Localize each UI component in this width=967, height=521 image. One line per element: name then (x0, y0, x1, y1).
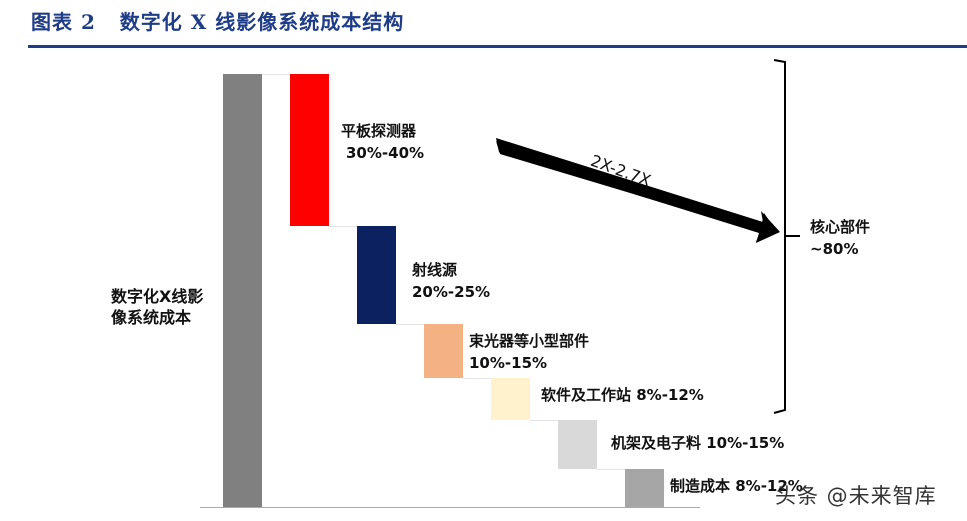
figure-title: 图表 2 数字化 X 线影像系统成本结构 (31, 6, 404, 35)
connector-line (262, 74, 290, 75)
label-core-components: 核心部件 ~80% (810, 216, 870, 260)
watermark: 头条 @未来智库 (775, 484, 937, 508)
connector-line (329, 226, 357, 227)
label-frame: 机架及电子料 10%-15% (611, 434, 785, 452)
label-manufacturing: 制造成本 8%-12% (670, 477, 803, 495)
connector-line (530, 420, 558, 421)
label-detector-range: 30%-40% (346, 144, 425, 162)
label-core-name: 核心部件 (810, 218, 871, 236)
title-rule (28, 45, 967, 48)
bar-collimator (424, 324, 463, 378)
bar-software-workstation (491, 378, 530, 420)
label-detector: 平板探测器 30%-40% (341, 120, 424, 164)
bar-x-ray-source (357, 226, 396, 324)
bar-manufacturing (625, 469, 664, 507)
label-total: 数字化X线影 像系统成本 (111, 286, 203, 328)
bar-frame-electronics (558, 420, 597, 469)
label-source-range: 20%-25% (412, 283, 491, 301)
label-source-name: 射线源 (412, 261, 458, 279)
label-collimator: 束光器等小型部件 10%-15% (469, 330, 589, 374)
label-collimator-range: 10%-15% (469, 354, 548, 372)
axis-baseline (200, 507, 700, 508)
label-software: 软件及工作站 8%-12% (541, 386, 704, 404)
label-total-line1: 数字化X线影 (111, 287, 204, 306)
connector-line (597, 469, 625, 470)
label-total-line2: 像系统成本 (111, 308, 192, 327)
label-collimator-name: 束光器等小型部件 (469, 332, 590, 350)
bar-total (223, 74, 262, 507)
connector-line (396, 324, 424, 325)
figure-title-text: 数字化 X 线影像系统成本结构 (119, 10, 405, 34)
label-core-value: ~80% (810, 240, 859, 258)
connector-line (463, 378, 491, 379)
bracket-icon (773, 59, 800, 414)
figure-label: 图表 2 (31, 10, 96, 34)
arrow-icon (496, 138, 780, 243)
label-detector-name: 平板探测器 (341, 122, 417, 140)
label-source: 射线源 20%-25% (412, 259, 490, 303)
bar-flat-panel-detector (290, 74, 329, 226)
